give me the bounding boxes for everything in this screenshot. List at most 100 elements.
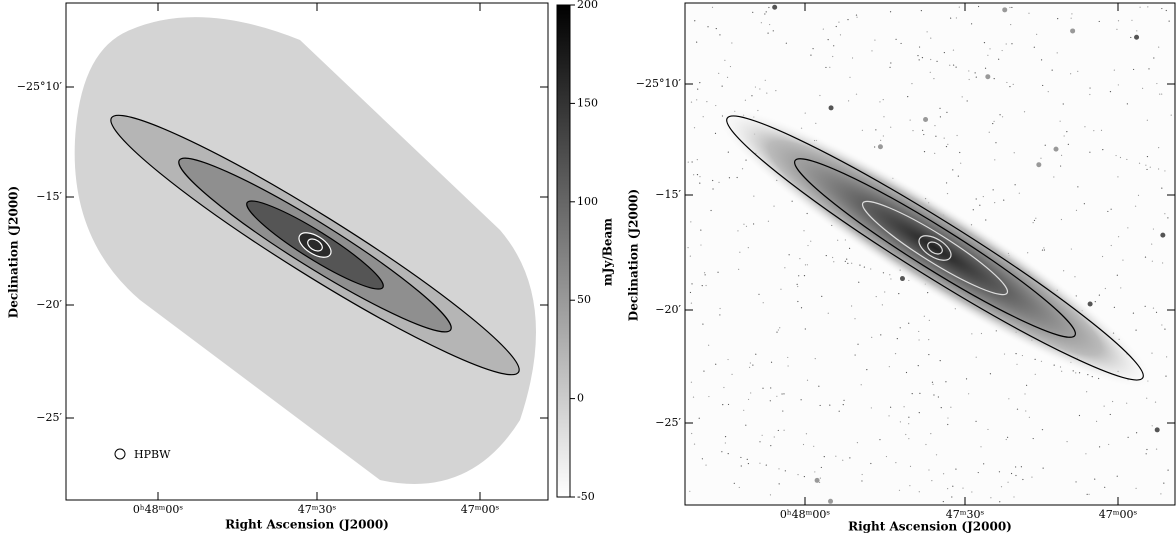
- star: [851, 305, 852, 306]
- star: [1104, 406, 1105, 407]
- star: [762, 388, 763, 389]
- star: [1093, 130, 1094, 131]
- star: [1088, 494, 1089, 495]
- star: [1011, 473, 1012, 474]
- star: [953, 50, 954, 51]
- star: [1015, 184, 1016, 185]
- star: [870, 463, 871, 464]
- star: [919, 412, 920, 413]
- star: [1160, 233, 1165, 238]
- star: [1035, 359, 1036, 360]
- star: [746, 226, 747, 227]
- star: [845, 239, 846, 240]
- star: [1054, 147, 1059, 152]
- y-tick-label: −25′: [36, 411, 62, 424]
- star: [750, 362, 751, 363]
- star: [801, 307, 802, 308]
- star: [938, 396, 939, 397]
- y-tick-label: −15′: [36, 190, 62, 203]
- star: [861, 480, 862, 481]
- star: [1071, 248, 1072, 249]
- star: [940, 360, 941, 361]
- star: [765, 80, 766, 81]
- star: [1156, 449, 1157, 450]
- star: [728, 453, 729, 454]
- star: [1164, 213, 1165, 214]
- star: [694, 20, 695, 21]
- star: [773, 30, 774, 31]
- star: [955, 468, 956, 469]
- y-tick-label: −20′: [655, 303, 681, 316]
- star: [1034, 220, 1035, 221]
- star: [912, 393, 913, 394]
- star: [1111, 209, 1112, 210]
- star: [815, 123, 816, 124]
- star: [750, 392, 751, 393]
- star: [1066, 441, 1067, 442]
- star: [866, 369, 867, 370]
- star: [712, 188, 713, 189]
- star: [1003, 200, 1004, 201]
- star: [1162, 262, 1163, 263]
- star: [1054, 365, 1055, 366]
- star: [784, 267, 785, 268]
- star: [1105, 288, 1106, 289]
- star: [952, 486, 953, 487]
- star: [947, 417, 948, 418]
- star: [1155, 402, 1156, 403]
- star: [1057, 52, 1058, 53]
- star: [1142, 88, 1143, 89]
- star: [935, 136, 936, 137]
- star: [829, 405, 830, 406]
- star: [1155, 427, 1160, 432]
- star: [953, 64, 954, 65]
- star: [975, 421, 976, 422]
- star: [836, 26, 837, 27]
- star: [856, 94, 857, 95]
- star: [703, 116, 704, 117]
- star: [1104, 487, 1105, 488]
- star: [1102, 149, 1103, 150]
- star: [1040, 158, 1041, 159]
- star: [1128, 437, 1129, 438]
- star: [1161, 324, 1162, 325]
- star: [839, 411, 840, 412]
- star: [1147, 120, 1148, 121]
- star: [923, 134, 924, 135]
- star: [805, 112, 806, 113]
- star: [731, 42, 732, 43]
- star: [1152, 425, 1153, 426]
- star: [1076, 210, 1077, 211]
- star: [1022, 355, 1023, 356]
- star: [843, 400, 844, 401]
- star: [882, 304, 883, 305]
- star: [890, 11, 891, 12]
- star: [969, 79, 970, 80]
- star: [743, 224, 744, 225]
- star: [936, 454, 937, 455]
- star: [930, 433, 931, 434]
- star: [1011, 7, 1012, 8]
- star: [976, 198, 977, 199]
- star: [734, 483, 735, 484]
- star: [857, 442, 858, 443]
- star: [807, 245, 808, 246]
- star: [1156, 83, 1157, 84]
- star: [874, 39, 875, 40]
- star: [1036, 162, 1041, 167]
- star: [880, 334, 881, 335]
- star: [985, 74, 990, 79]
- star: [1158, 47, 1159, 48]
- star: [775, 90, 776, 91]
- star: [815, 478, 820, 483]
- star: [812, 48, 813, 49]
- star: [1052, 70, 1053, 71]
- star: [1095, 301, 1096, 302]
- star: [748, 247, 749, 248]
- star: [999, 501, 1000, 502]
- star: [946, 146, 947, 147]
- star: [1019, 193, 1020, 194]
- star: [1131, 20, 1132, 21]
- star: [833, 261, 834, 262]
- star: [1118, 20, 1119, 21]
